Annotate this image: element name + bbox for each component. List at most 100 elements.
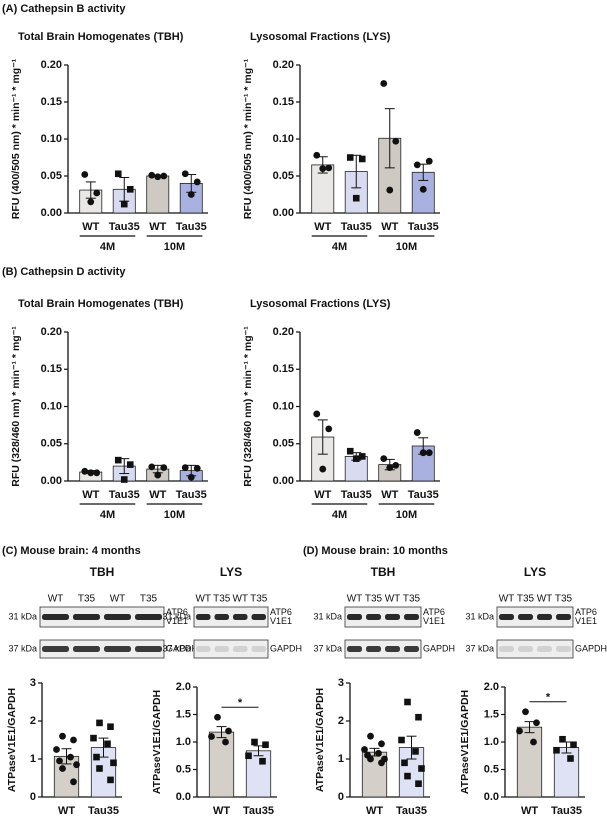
data-point xyxy=(126,186,134,193)
y-axis-label: ATPaseV1E1/GAPDH xyxy=(314,688,326,792)
x-tick-label: WT xyxy=(521,805,538,817)
blot-title: TBH xyxy=(371,565,396,579)
x-tick-label: Tau35 xyxy=(176,489,207,501)
y-tick-label: 2 xyxy=(30,715,36,727)
data-point xyxy=(104,740,111,748)
group-label: 4M xyxy=(100,241,115,253)
data-point xyxy=(522,708,529,716)
blot-band xyxy=(233,614,248,620)
y-tick-label: 0.5 xyxy=(176,763,191,775)
y-tick-label: 0.05 xyxy=(273,438,294,450)
blot-band xyxy=(135,646,162,652)
y-tick-label: 0.20 xyxy=(273,59,294,71)
band-label: V1E1 xyxy=(166,616,188,626)
blot-band xyxy=(196,646,211,652)
section-title: (C) Mouse brain: 4 months xyxy=(2,545,141,557)
chart-title: Lysosomal Fractions (LYS) xyxy=(250,298,391,310)
data-point xyxy=(59,765,66,772)
data-point xyxy=(419,449,427,457)
data-point xyxy=(559,735,566,743)
lane-label: T35 xyxy=(140,594,158,605)
x-tick-label: WT xyxy=(314,489,331,501)
blot-band xyxy=(196,614,211,620)
blot-band xyxy=(518,646,533,652)
bar xyxy=(516,726,543,798)
data-point xyxy=(148,171,156,179)
data-point xyxy=(401,759,408,767)
y-tick-label: 0.20 xyxy=(41,326,62,338)
blot-band xyxy=(233,646,248,652)
band-label: ATP6 xyxy=(166,607,188,617)
blot-band xyxy=(556,646,571,652)
y-axis-label: RFU (328/460 nm) * min⁻¹ * mg⁻¹ xyxy=(242,326,254,487)
x-tick-label: Tau35 xyxy=(396,805,427,817)
data-point xyxy=(361,746,368,753)
y-tick-label: 0.05 xyxy=(41,170,62,182)
blot-band xyxy=(73,646,100,652)
x-tick-label: WT xyxy=(58,805,75,817)
blot-strip xyxy=(344,639,422,659)
x-tick-label: Tau35 xyxy=(341,489,372,501)
data-point xyxy=(187,191,195,198)
blot-strip xyxy=(496,639,574,659)
y-tick-label: 3 xyxy=(30,677,36,689)
blot-band xyxy=(214,646,229,652)
group-label: 10M xyxy=(396,241,417,253)
lane-label: WT xyxy=(499,594,515,605)
data-point xyxy=(378,740,385,748)
data-point xyxy=(90,734,97,742)
y-tick-label: 0.10 xyxy=(41,133,62,145)
blot-band xyxy=(556,614,571,620)
y-axis-label: RFU (328/460 nm) * min⁻¹ * mg⁻¹ xyxy=(10,326,22,487)
data-point xyxy=(114,456,122,464)
data-point xyxy=(319,465,327,473)
y-tick-label: 0.00 xyxy=(273,207,294,219)
y-tick-label: 0.00 xyxy=(41,475,62,487)
data-point xyxy=(181,464,189,471)
data-point xyxy=(70,736,77,744)
blot-strip xyxy=(193,639,269,659)
data-point xyxy=(398,736,405,744)
data-point xyxy=(375,749,382,757)
data-point xyxy=(148,463,156,471)
x-tick-label: Tau35 xyxy=(243,805,274,817)
group-label: 10M xyxy=(164,509,185,521)
lane-label: WT xyxy=(48,594,64,605)
data-point xyxy=(380,455,388,463)
x-tick-label: Tau35 xyxy=(109,489,140,501)
size-label: 31 kDa xyxy=(8,611,37,621)
bar xyxy=(208,731,235,798)
data-point xyxy=(346,447,354,455)
band-label: GAPDH xyxy=(270,643,302,653)
y-tick-label: 0.0 xyxy=(484,791,499,803)
x-tick-label: WT xyxy=(82,489,99,501)
data-point xyxy=(208,733,215,740)
data-point xyxy=(81,467,89,475)
data-point xyxy=(413,161,421,169)
size-label: 37 kDa xyxy=(162,643,191,653)
data-point xyxy=(325,425,333,433)
lane-label: WT xyxy=(385,594,401,605)
blot-strip xyxy=(344,606,422,628)
data-point xyxy=(120,200,128,208)
y-tick-label: 1 xyxy=(338,753,344,765)
x-tick-label: WT xyxy=(213,805,230,817)
data-point xyxy=(352,455,360,462)
blot-band xyxy=(385,646,400,652)
y-axis-label: RFU (400/505 nm) * min⁻¹ * mg⁻¹ xyxy=(242,58,254,219)
data-point xyxy=(96,719,103,727)
section-title: (A) Cathepsin B activity xyxy=(2,3,126,15)
blot-band xyxy=(104,614,131,620)
data-point xyxy=(367,732,374,740)
lane-label: WT xyxy=(195,594,211,605)
y-tick-label: 2 xyxy=(338,715,344,727)
data-point xyxy=(120,476,128,483)
blot-band xyxy=(537,614,552,620)
data-point xyxy=(187,473,195,481)
blot-band xyxy=(537,646,552,652)
blot-band xyxy=(347,614,362,620)
data-point xyxy=(53,746,60,753)
data-point xyxy=(59,732,66,740)
size-label: 31 kDa xyxy=(162,611,191,621)
band-label: ATP6 xyxy=(575,607,597,617)
